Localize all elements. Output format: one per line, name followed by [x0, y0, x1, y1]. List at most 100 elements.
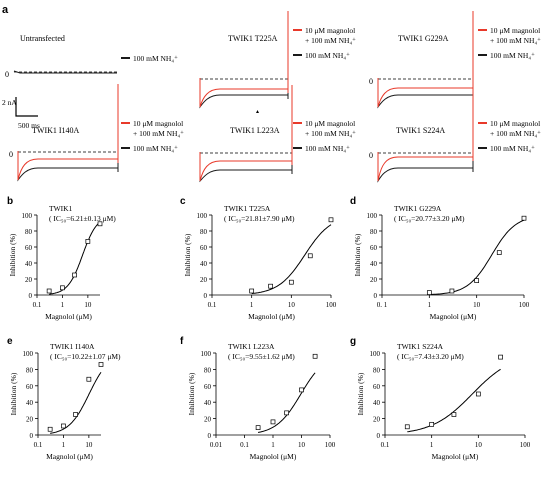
y-tick-label: 80 — [370, 228, 378, 236]
zero-current-label: 0 — [369, 151, 373, 160]
zero-current-label: 0 — [5, 70, 9, 79]
y-tick-label: 40 — [204, 399, 212, 407]
x-tick-label: 100 — [325, 441, 336, 449]
chart-title: TWIK1 L223A — [228, 342, 275, 351]
panel-label-d: d — [350, 196, 356, 207]
chart-subtitle: ( IC₅₀=7.43±3.20 μM) — [397, 352, 464, 361]
hill-fit-curve — [251, 224, 332, 295]
chart-panel-d: d 0 20 40 60 80 100 0. 1 1 10 100 Magnolol (μM) Inhi… — [350, 196, 530, 321]
trace-panel-i140a: TWIK1 I140A 0 10 μM magnolol+ 100 mM NH₄⁺ 1… — [9, 84, 184, 182]
data-point — [299, 387, 304, 393]
magnolol-current-trace — [377, 85, 474, 182]
x-tick-label: 1 — [62, 441, 66, 449]
hill-fit-curve — [429, 219, 525, 295]
y-tick-label: 20 — [204, 416, 212, 424]
chart-subtitle: ( IC₅₀=20.77±3.20 μM) — [394, 214, 465, 223]
legend-label-nh4: 100 mM NH₄⁺ — [133, 144, 178, 153]
trace-panel-untransfected: Untransfected 0 100 mM NH₄⁺ 2 nA 500 ms — [2, 34, 178, 130]
data-point — [404, 424, 410, 430]
y-tick-label: 100 — [22, 212, 33, 220]
legend-label-magnolol-nh4: + 100 mM NH₄⁺ — [305, 36, 356, 45]
y-tick-label: 60 — [373, 383, 381, 391]
magnolol-current-trace — [199, 85, 293, 182]
legend-label-nh4: 100 mM NH₄⁺ — [305, 144, 350, 153]
x-tick-label: 0.1 — [33, 301, 42, 309]
y-axis-label: Inhibition (%) — [187, 372, 196, 415]
chart-subtitle: ( IC₅₀=10.22±1.07 μM) — [50, 352, 121, 361]
chart-panel-g: g 0 20 40 60 80 100 0.1 1 10 100 Magnolol (μM) Inhib… — [350, 336, 531, 461]
trace-title-t225a: TWIK1 T225A — [228, 34, 278, 43]
data-point — [249, 288, 255, 294]
hill-fit-curve — [49, 221, 101, 295]
data-point — [47, 426, 53, 432]
chart-panel-b: b 0 20 40 60 80 100 0.1 1 10 Magnolol (μM) Inhibiti… — [7, 196, 116, 321]
data-point — [498, 354, 503, 360]
chart-panel-f: f 0 20 40 60 80 100 0.01 0.1 1 10 100 Magnolol (μM) I… — [180, 336, 336, 461]
legend-label-nh4: 100 mM NH₄⁺ — [133, 54, 178, 63]
y-axis-label: Inhibition (%) — [356, 372, 365, 415]
chart-title: TWIK1 T225A — [224, 204, 271, 213]
x-tick-label: 0. 1 — [377, 301, 388, 309]
data-point — [85, 239, 91, 244]
chart-subtitle: ( IC₅₀=9.55±1.62 μM) — [228, 352, 295, 361]
y-axis-label: Inhibition (%) — [183, 233, 192, 276]
x-tick-label: 0.01 — [210, 441, 223, 449]
data-point — [268, 283, 273, 289]
y-tick-label: 60 — [370, 244, 378, 252]
x-tick-label: 0.1 — [381, 441, 390, 449]
trace-title-untransfected: Untransfected — [20, 34, 65, 43]
panel-label-e: e — [7, 336, 13, 347]
y-tick-label: 40 — [26, 399, 34, 407]
x-axis-label: Magnolol (μM) — [45, 312, 92, 321]
data-point — [98, 362, 104, 367]
y-tick-label: 20 — [26, 416, 34, 424]
legend-label-magnolol: 10 μM magnolol — [305, 26, 355, 35]
data-point — [86, 376, 92, 382]
trace-title-i140a: TWIK1 I140A — [32, 126, 80, 135]
legend-label-magnolol: 10 μM magnolol — [305, 119, 355, 128]
data-point — [328, 217, 334, 223]
x-tick-label: 100 — [519, 301, 530, 309]
x-tick-label: 0.1 — [240, 441, 249, 449]
trace-title-g229a: TWIK1 G229A — [398, 34, 449, 43]
trace-title-l223a: TWIK1 L223A — [230, 126, 280, 135]
chart-subtitle: ( IC₅₀=21.81±7.90 μM) — [224, 214, 295, 223]
data-point — [307, 253, 313, 259]
trace-marker-triangle: ▴ — [256, 109, 259, 115]
x-tick-label: 1 — [271, 441, 275, 449]
data-point — [521, 215, 527, 221]
y-tick-label: 60 — [200, 244, 208, 252]
magnolol-current-trace — [377, 11, 474, 108]
x-tick-label: 100 — [326, 301, 337, 309]
y-tick-label: 0 — [377, 432, 381, 440]
y-tick-label: 80 — [204, 366, 212, 374]
y-tick-label: 0 — [29, 292, 33, 300]
data-point — [73, 412, 78, 417]
y-tick-label: 20 — [373, 416, 381, 424]
x-tick-label: 10 — [288, 301, 296, 309]
y-tick-label: 100 — [201, 350, 212, 358]
x-axis-label: Magnolol (μM) — [46, 452, 93, 461]
x-axis-label: Magnolol (μM) — [432, 452, 479, 461]
hill-fit-curve — [257, 372, 316, 433]
zero-current-label: 0 — [369, 77, 373, 86]
x-tick-label: 0.1 — [34, 441, 43, 449]
trace-panel-l223a: TWIK1 L223A 10 μM magnolol+ 100 mM NH₄⁺ 10… — [199, 85, 356, 183]
y-tick-label: 40 — [370, 260, 378, 268]
data-point — [288, 279, 294, 285]
legend-label-magnolol-nh4: + 100 mM NH₄⁺ — [490, 36, 541, 45]
zero-current-label: 0 — [9, 150, 13, 159]
y-tick-label: 60 — [204, 383, 212, 391]
legend-label-nh4: 100 mM NH₄⁺ — [490, 144, 535, 153]
panel-label-b: b — [7, 196, 13, 207]
y-tick-label: 40 — [25, 260, 33, 268]
data-point — [449, 288, 455, 294]
x-tick-label: 1 — [61, 301, 65, 309]
y-tick-label: 60 — [25, 244, 33, 252]
y-axis-label: Inhibition (%) — [8, 233, 17, 276]
data-point — [474, 278, 480, 283]
x-tick-label: 1 — [430, 441, 434, 449]
